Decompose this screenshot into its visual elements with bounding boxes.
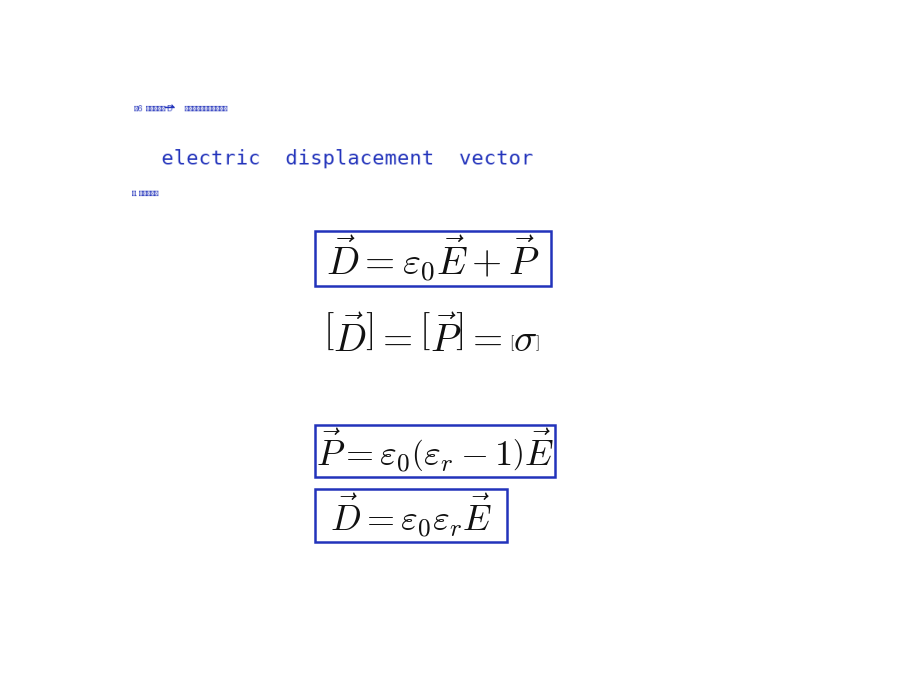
- FancyBboxPatch shape: [314, 489, 506, 542]
- FancyBboxPatch shape: [314, 230, 550, 286]
- Text: $\vec{P} = \varepsilon_0\left(\varepsilon_r - 1\right)\vec{E}$: $\vec{P} = \varepsilon_0\left(\varepsilo…: [316, 427, 553, 475]
- FancyBboxPatch shape: [314, 424, 554, 477]
- Text: $\vec{D} = \varepsilon_0\varepsilon_r\vec{E}$: $\vec{D} = \varepsilon_0\varepsilon_r\ve…: [330, 491, 492, 540]
- Text: $\vec{D} = \varepsilon_0\vec{E} + \vec{P}$: $\vec{D} = \varepsilon_0\vec{E} + \vec{P…: [325, 233, 539, 284]
- Text: $\left[\vec{D}\right] = \left[\vec{P}\right] = \left[\sigma\right]$: $\left[\vec{D}\right] = \left[\vec{P}\ri…: [323, 317, 539, 360]
